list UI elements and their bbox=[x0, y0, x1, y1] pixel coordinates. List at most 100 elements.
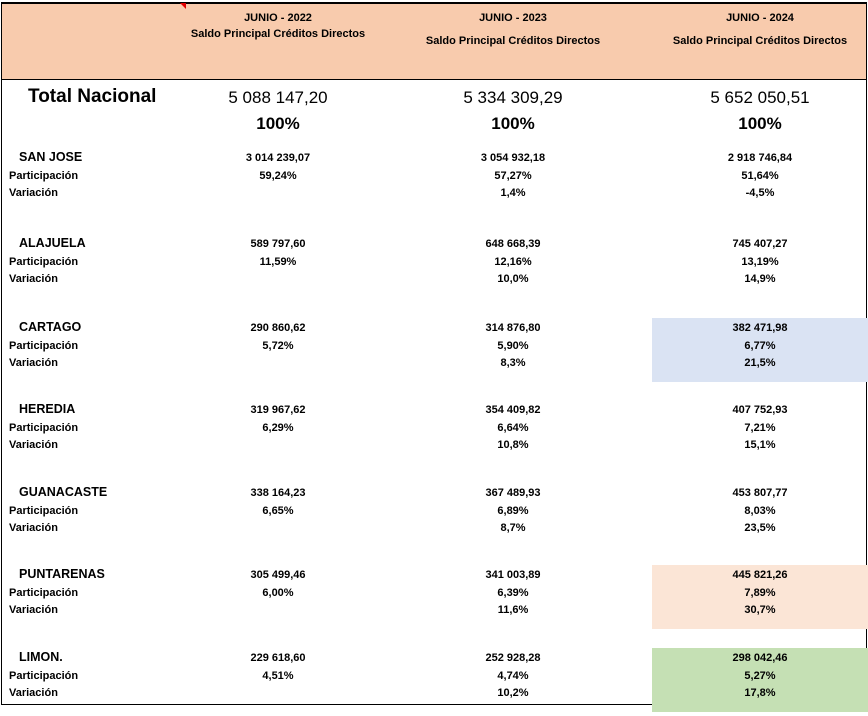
variation-value-2023[interactable]: 1,4% bbox=[500, 187, 526, 199]
participation-label[interactable]: Participación bbox=[9, 587, 79, 599]
variation-value-2024[interactable]: 17,8% bbox=[744, 687, 776, 699]
province-name[interactable]: GUANACASTE bbox=[19, 485, 108, 499]
participation-value-2022[interactable]: 4,51% bbox=[262, 670, 294, 682]
participation-label[interactable]: Participación bbox=[9, 170, 79, 182]
total-value-2022[interactable]: 5 088 147,20 bbox=[228, 88, 328, 107]
province-block-san-jose: SAN JOSE 3 014 239,07 59,24% 3 054 932,18 57… bbox=[2, 150, 866, 216]
total-pct-2024[interactable]: 100% bbox=[738, 114, 782, 133]
variation-label[interactable]: Variación bbox=[9, 439, 58, 451]
province-value-2024[interactable]: 382 471,98 bbox=[732, 322, 788, 334]
participation-label[interactable]: Participación bbox=[9, 422, 79, 434]
variation-label[interactable]: Variación bbox=[9, 273, 58, 285]
province-name[interactable]: PUNTARENAS bbox=[19, 567, 105, 581]
header-year: JUNIO - 2022 bbox=[244, 12, 312, 24]
variation-value-2024[interactable]: 14,9% bbox=[744, 273, 776, 285]
participation-value-2023[interactable]: 57,27% bbox=[494, 170, 532, 182]
variation-value-2024[interactable]: -4,5% bbox=[745, 187, 775, 199]
variation-value-2024[interactable]: 23,5% bbox=[744, 522, 776, 534]
header-row: JUNIO - 2022 Saldo Principal Créditos Di… bbox=[2, 3, 868, 80]
participation-value-2024[interactable]: 8,03% bbox=[744, 505, 776, 517]
participation-value-2022[interactable]: 6,29% bbox=[262, 422, 294, 434]
province-value-2022[interactable]: 338 164,23 bbox=[250, 487, 306, 499]
province-value-2024[interactable]: 298 042,46 bbox=[732, 652, 788, 664]
province-value-2024[interactable]: 407 752,93 bbox=[732, 404, 788, 416]
participation-value-2024[interactable]: 7,89% bbox=[744, 587, 776, 599]
province-name[interactable]: HEREDIA bbox=[19, 402, 76, 416]
province-block-alajuela: ALAJUELA 589 797,60 11,59% 648 668,39 12,16%… bbox=[2, 236, 866, 302]
province-value-2023[interactable]: 648 668,39 bbox=[485, 238, 541, 250]
variation-value-2023[interactable]: 10,2% bbox=[497, 687, 529, 699]
province-name[interactable]: CARTAGO bbox=[19, 320, 82, 334]
province-value-2022[interactable]: 589 797,60 bbox=[250, 238, 306, 250]
variation-value-2023[interactable]: 8,3% bbox=[500, 357, 526, 369]
province-value-2022[interactable]: 305 499,46 bbox=[250, 569, 306, 581]
participation-label[interactable]: Participación bbox=[9, 256, 79, 268]
province-value-2023[interactable]: 367 489,93 bbox=[485, 487, 541, 499]
participation-value-2023[interactable]: 6,39% bbox=[497, 587, 529, 599]
province-block-heredia: HEREDIA 319 967,62 6,29% 354 409,82 6,64% 10,… bbox=[2, 402, 866, 468]
province-value-2023[interactable]: 252 928,28 bbox=[485, 652, 541, 664]
province-value-2023[interactable]: 3 054 932,18 bbox=[480, 152, 546, 164]
province-block-limon: LIMON. 229 618,60 4,51% 252 928,28 4,74% 10,2… bbox=[2, 648, 868, 716]
variation-value-2023[interactable]: 10,0% bbox=[497, 273, 529, 285]
participation-value-2023[interactable]: 6,89% bbox=[497, 505, 529, 517]
participation-label[interactable]: Participación bbox=[9, 340, 79, 352]
province-value-2022[interactable]: 229 618,60 bbox=[250, 652, 306, 664]
participation-value-2022[interactable]: 6,65% bbox=[262, 505, 294, 517]
province-value-2024[interactable]: 745 407,27 bbox=[732, 238, 788, 250]
total-value-2024[interactable]: 5 652 050,51 bbox=[710, 88, 810, 107]
variation-label[interactable]: Variación bbox=[9, 187, 58, 199]
variation-value-2023[interactable]: 11,6% bbox=[497, 604, 529, 616]
province-name[interactable]: ALAJUELA bbox=[19, 236, 86, 250]
province-value-2022[interactable]: 3 014 239,07 bbox=[245, 152, 311, 164]
participation-value-2024[interactable]: 6,77% bbox=[744, 340, 776, 352]
province-value-2023[interactable]: 341 003,89 bbox=[485, 569, 541, 581]
total-pct-2023[interactable]: 100% bbox=[491, 114, 535, 133]
header-col-2023[interactable]: JUNIO - 2023 Saldo Principal Créditos Di… bbox=[402, 4, 624, 79]
participation-value-2022[interactable]: 11,59% bbox=[259, 256, 297, 268]
province-value-2022[interactable]: 319 967,62 bbox=[250, 404, 306, 416]
total-value-2023[interactable]: 5 334 309,29 bbox=[463, 88, 563, 107]
participation-value-2023[interactable]: 5,90% bbox=[497, 340, 529, 352]
participation-value-2023[interactable]: 6,64% bbox=[497, 422, 529, 434]
province-value-2024[interactable]: 453 807,77 bbox=[732, 487, 788, 499]
province-name[interactable]: SAN JOSE bbox=[19, 150, 83, 164]
variation-value-2023[interactable]: 10,8% bbox=[497, 439, 529, 451]
header-col-2022[interactable]: JUNIO - 2022 Saldo Principal Créditos Di… bbox=[190, 4, 366, 79]
participation-value-2024[interactable]: 13,19% bbox=[741, 256, 779, 268]
participation-value-2023[interactable]: 4,74% bbox=[497, 670, 529, 682]
participation-value-2024[interactable]: 7,21% bbox=[744, 422, 776, 434]
province-value-2023[interactable]: 354 409,82 bbox=[485, 404, 541, 416]
participation-value-2022[interactable]: 59,24% bbox=[259, 170, 297, 182]
province-name[interactable]: LIMON. bbox=[19, 650, 63, 664]
participation-value-2022[interactable]: 6,00% bbox=[262, 587, 294, 599]
participation-value-2024[interactable]: 51,64% bbox=[741, 170, 779, 182]
total-pct-2022[interactable]: 100% bbox=[256, 114, 300, 133]
variation-label[interactable]: Variación bbox=[9, 357, 58, 369]
province-value-2024[interactable]: 445 821,26 bbox=[732, 569, 788, 581]
province-value-2024[interactable]: 2 918 746,84 bbox=[727, 152, 793, 164]
header-year: JUNIO - 2023 bbox=[479, 12, 547, 24]
comment-indicator-icon[interactable] bbox=[180, 3, 186, 9]
participation-label[interactable]: Participación bbox=[9, 505, 79, 517]
participation-value-2022[interactable]: 5,72% bbox=[262, 340, 294, 352]
header-col-2024[interactable]: JUNIO - 2024 Saldo Principal Créditos Di… bbox=[652, 4, 868, 79]
header-year: JUNIO - 2024 bbox=[726, 12, 794, 24]
variation-value-2024[interactable]: 15,1% bbox=[744, 439, 776, 451]
participation-value-2024[interactable]: 5,27% bbox=[744, 670, 776, 682]
variation-value-2024[interactable]: 30,7% bbox=[744, 604, 776, 616]
variation-label[interactable]: Variación bbox=[9, 604, 58, 616]
total-label[interactable]: Total Nacional bbox=[28, 86, 157, 107]
province-block-cartago: CARTAGO 290 860,62 5,72% 314 876,80 5,90% 8,3… bbox=[2, 318, 868, 386]
participation-label[interactable]: Participación bbox=[9, 670, 79, 682]
variation-label[interactable]: Variación bbox=[9, 687, 58, 699]
variation-value-2023[interactable]: 8,7% bbox=[500, 522, 526, 534]
cell-highlight bbox=[652, 318, 868, 382]
province-value-2023[interactable]: 314 876,80 bbox=[485, 322, 541, 334]
variation-label[interactable]: Variación bbox=[9, 522, 58, 534]
province-value-2022[interactable]: 290 860,62 bbox=[250, 322, 306, 334]
variation-value-2024[interactable]: 21,5% bbox=[744, 357, 776, 369]
province-block-guanacaste: GUANACASTE 338 164,23 6,65% 367 489,93 6,89%… bbox=[2, 485, 866, 551]
participation-value-2023[interactable]: 12,16% bbox=[494, 256, 532, 268]
cell-highlight bbox=[652, 565, 868, 629]
